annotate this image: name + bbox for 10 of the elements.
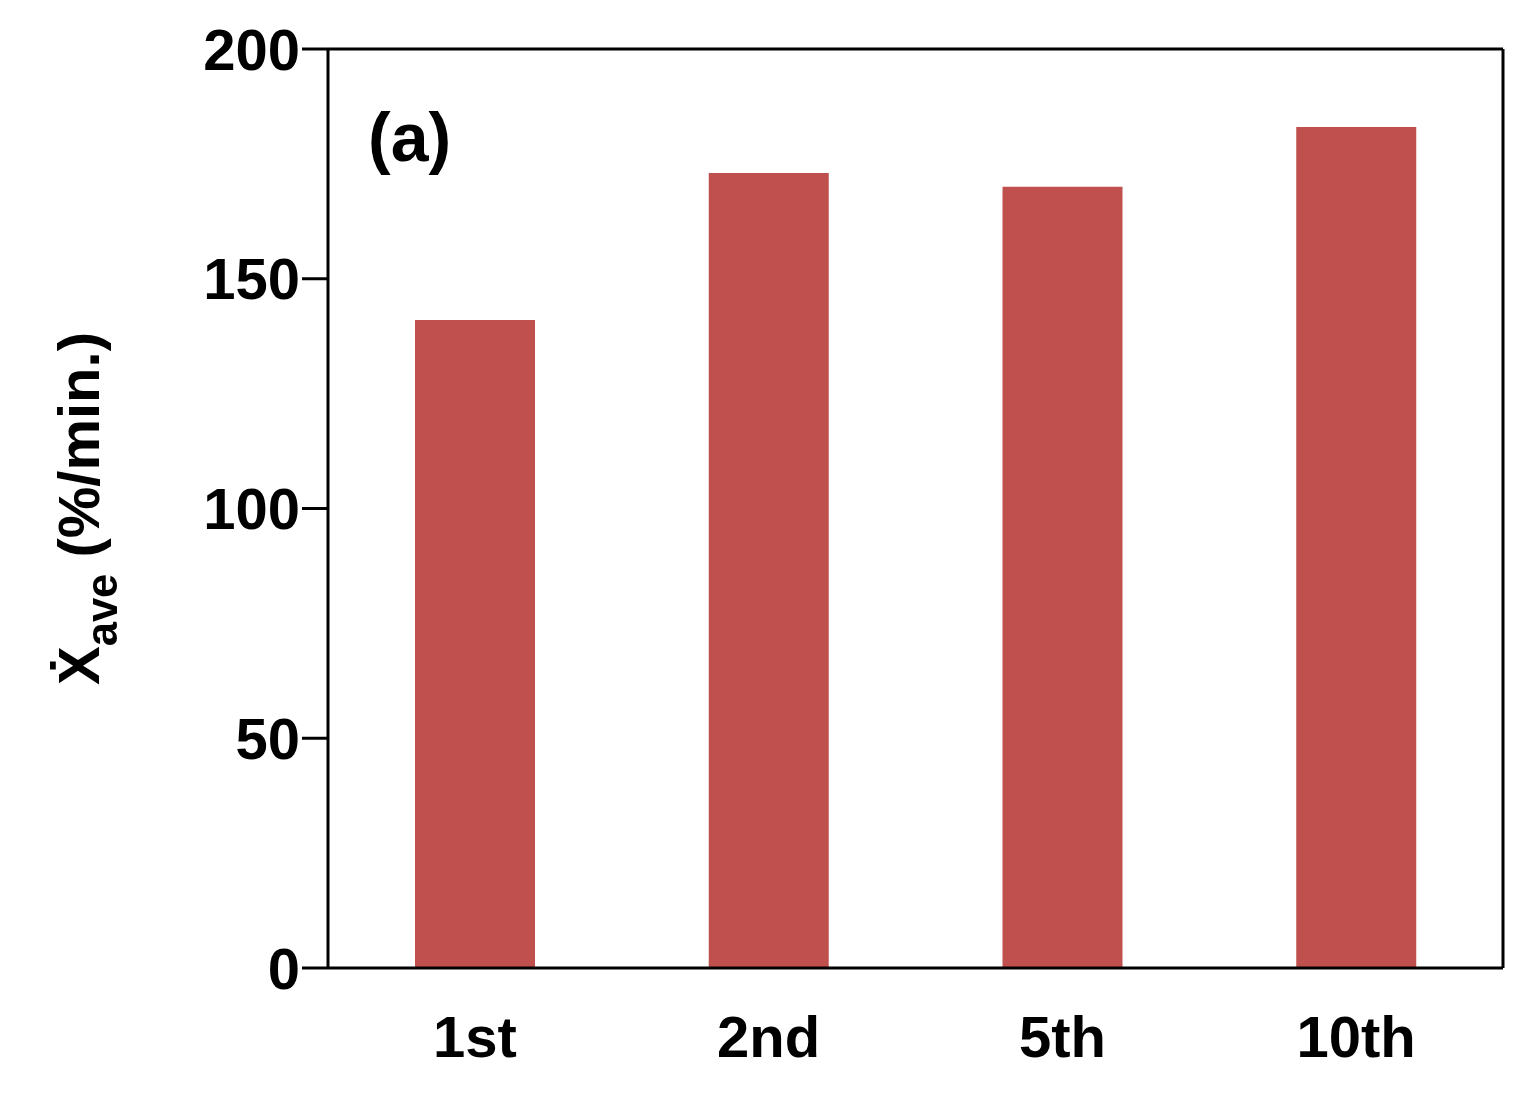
y-tick-label: 50: [235, 705, 300, 771]
x-tick-label: 1st: [432, 1004, 517, 1070]
x-tick-label: 2nd: [717, 1004, 821, 1070]
y-tick-label: 100: [203, 476, 300, 542]
y-tick-label: 200: [203, 16, 300, 82]
y-tick-label: 150: [203, 246, 300, 312]
x-tick-label: 10th: [1296, 1004, 1416, 1070]
annotation: (a): [368, 98, 452, 176]
y-tick-label: 0: [267, 935, 300, 1001]
x-tick-label: 5th: [1018, 1004, 1106, 1070]
